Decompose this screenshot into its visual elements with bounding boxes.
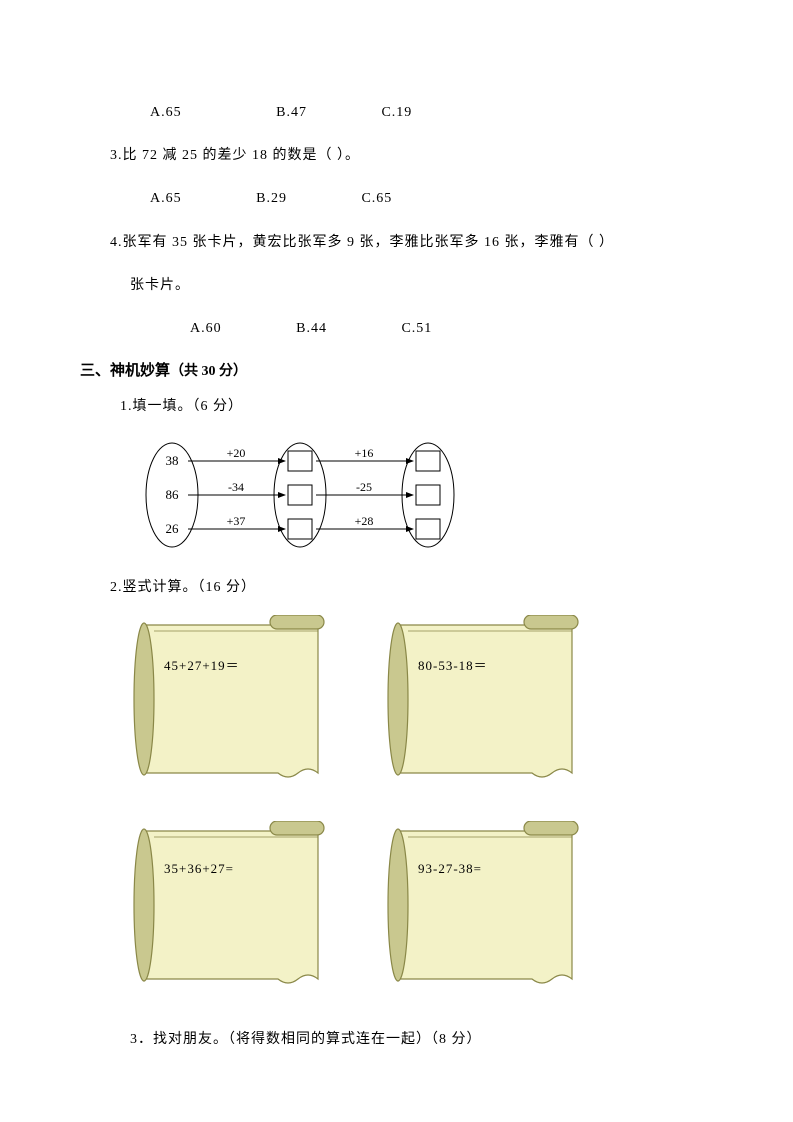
q3-text: 3.比 72 减 25 的差少 18 的数是（ ）。 xyxy=(80,143,713,168)
scroll-svg xyxy=(384,821,588,991)
flow-start-2: 26 xyxy=(166,521,180,536)
flow-start-1: 86 xyxy=(166,487,180,502)
flow-diagram: 38 +20 +16 86 -34 -25 26 +37 +28 xyxy=(80,435,713,555)
flow-start-0: 38 xyxy=(166,453,179,468)
scroll-2: 80-53-18＝ xyxy=(384,615,588,785)
opt-b: B.29 xyxy=(256,186,287,211)
scroll-svg xyxy=(384,615,588,785)
flow-svg: 38 +20 +16 86 -34 -25 26 +37 +28 xyxy=(140,435,460,555)
flow-op1-2: +37 xyxy=(227,514,246,528)
q-prev-options: A.65 B.47 C.19 xyxy=(80,100,713,125)
scroll-row-2: 35+36+27= 93-27-38= xyxy=(130,821,713,991)
opt-a: A.65 xyxy=(150,100,182,125)
p3-title: 3．找对朋友。（将得数相同的算式连在一起）（8 分） xyxy=(80,1027,713,1054)
flow-op2-2: +28 xyxy=(355,514,374,528)
opt-a: A.60 xyxy=(190,316,222,341)
scroll-expr-2: 35+36+27= xyxy=(164,861,234,877)
p2-title: 2.竖式计算。（16 分） xyxy=(80,575,713,602)
scroll-expr-1: 80-53-18＝ xyxy=(418,655,488,674)
scroll-expr-3: 93-27-38= xyxy=(418,861,482,877)
flow-op2-0: +16 xyxy=(355,446,374,460)
scroll-4: 93-27-38= xyxy=(384,821,588,991)
flow-op1-0: +20 xyxy=(227,446,246,460)
opt-b: B.44 xyxy=(296,316,327,341)
opt-a: A.65 xyxy=(150,186,182,211)
opt-c: C.19 xyxy=(381,100,412,125)
q4-options: A.60 B.44 C.51 xyxy=(80,316,713,341)
scroll-svg xyxy=(130,615,334,785)
section3-title-main: 三、神机妙算 xyxy=(80,363,170,379)
scroll-row-1: 45+27+19＝ 80-53-18＝ xyxy=(130,615,713,785)
section3-title-sub: （共 30 分） xyxy=(170,364,247,379)
q4-text-b: 张卡片。 xyxy=(80,273,713,298)
q4-text-a: 4.张军有 35 张卡片，黄宏比张军多 9 张，李雅比张军多 16 张，李雅有（… xyxy=(80,230,713,255)
q3-options: A.65 B.29 C.65 xyxy=(80,186,713,211)
scroll-3: 35+36+27= xyxy=(130,821,334,991)
flow-op2-1: -25 xyxy=(356,480,372,494)
flow-op1-1: -34 xyxy=(228,480,244,494)
scroll-expr-0: 45+27+19＝ xyxy=(164,655,240,674)
scroll-area: 45+27+19＝ 80-53-18＝ 35+36+27= xyxy=(80,615,713,991)
scroll-svg xyxy=(130,821,334,991)
opt-c: C.51 xyxy=(401,316,432,341)
opt-b: B.47 xyxy=(276,100,307,125)
p1-title: 1.填一填。（6 分） xyxy=(80,394,713,421)
section3-title: 三、神机妙算（共 30 分） xyxy=(80,359,713,380)
scroll-1: 45+27+19＝ xyxy=(130,615,334,785)
opt-c: C.65 xyxy=(361,186,392,211)
